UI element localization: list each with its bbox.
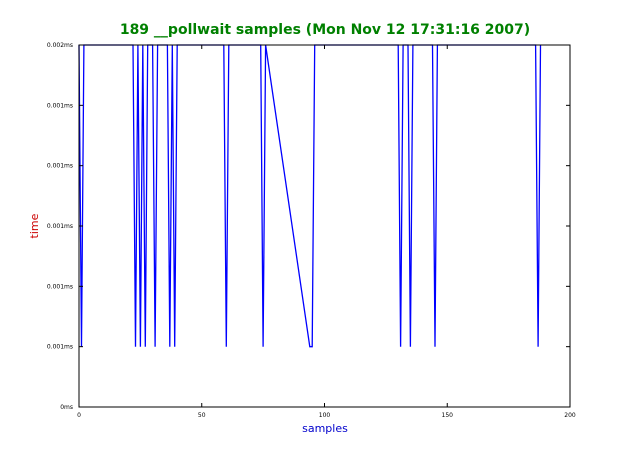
y-tick-label: 0.001ms (47, 283, 73, 290)
x-tick-label: 100 (319, 412, 331, 419)
x-axis-label: samples (302, 422, 348, 435)
y-tick-label: 0.001ms (47, 102, 73, 109)
y-tick-label: 0.001ms (47, 344, 73, 351)
y-tick-label: 0.001ms (47, 163, 73, 170)
series-line (78, 44, 542, 348)
plot-area (78, 44, 542, 348)
y-tick-label: 0.002ms (47, 42, 73, 49)
y-axis: 0ms 0.001ms 0.001ms 0.001ms 0.001ms 0.001ms 0.… (47, 42, 570, 411)
x-tick-label: 0 (77, 412, 81, 419)
x-tick-label: 150 (442, 412, 454, 419)
plot-frame (78, 44, 571, 408)
x-axis: 0 50 100 150 200 (77, 45, 576, 419)
x-tick-label: 200 (564, 412, 576, 419)
x-tick-label: 50 (198, 412, 206, 419)
y-axis-label: time (28, 213, 41, 238)
y-tick-label: 0ms (60, 404, 73, 411)
y-tick-label: 0.001ms (47, 223, 73, 230)
chart-title: 189 __pollwait samples (Mon Nov 12 17:31… (120, 22, 530, 38)
